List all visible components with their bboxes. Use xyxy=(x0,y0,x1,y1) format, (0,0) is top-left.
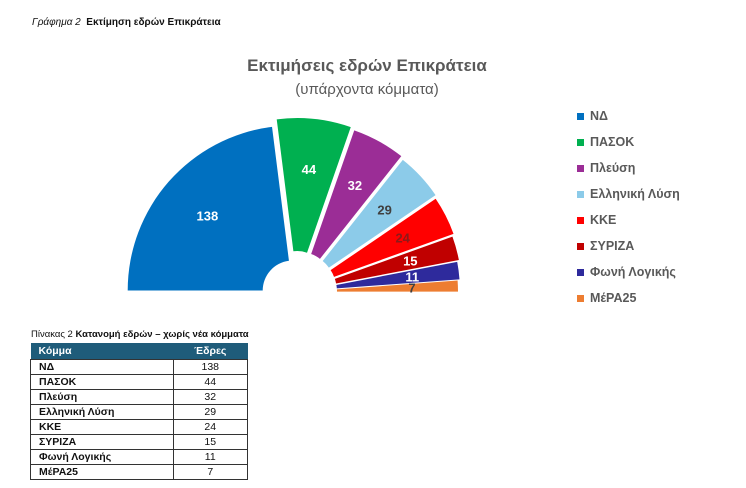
slice-4 xyxy=(330,198,454,277)
table-row: Πλεύση 32 xyxy=(30,389,249,405)
slice-2 xyxy=(311,130,402,259)
seats-cell: 24 xyxy=(172,419,249,435)
legend-label: ΚΚΕ xyxy=(590,213,617,227)
table-row: ΠΑΣΟΚ 44 xyxy=(30,374,249,390)
legend-item: ΠΑΣΟΚ xyxy=(577,129,680,155)
table-row: ΜέΡΑ25 7 xyxy=(30,464,249,480)
table-row: Φωνή Λογικής 11 xyxy=(30,449,249,465)
legend-item: ΚΚΕ xyxy=(577,207,680,233)
seats-table: Κόμμα Έδρες ΝΔ 138 ΠΑΣΟΚ 44 Πλεύση 32 Ελληνική… xyxy=(30,343,249,480)
legend-item: ΜέΡΑ25 xyxy=(577,285,680,311)
seats-cell: 15 xyxy=(172,434,249,450)
slice-label: 29 xyxy=(377,203,391,218)
chart-legend: ΝΔ ΠΑΣΟΚ Πλεύση Ελληνική Λύση ΚΚΕ ΣΥΡΙΖΑ Φωνή … xyxy=(577,103,680,311)
legend-swatch xyxy=(577,112,584,120)
party-cell: ΚΚΕ xyxy=(30,419,174,435)
slice-0 xyxy=(127,126,289,291)
chart-title: Εκτιμήσεις εδρών Επικράτεια xyxy=(247,56,487,75)
legend-swatch xyxy=(577,242,584,250)
slice-label: 24 xyxy=(395,231,410,246)
legend-label: ΣΥΡΙΖΑ xyxy=(590,239,635,253)
slice-label: 44 xyxy=(302,162,317,177)
legend-label: Πλεύση xyxy=(590,161,636,175)
legend-swatch xyxy=(577,294,584,302)
table-row: ΚΚΕ 24 xyxy=(30,419,249,435)
slice-6 xyxy=(336,261,460,289)
seats-cell: 138 xyxy=(172,359,249,375)
header-party: Κόμμα xyxy=(30,343,174,360)
seat-chart: Εκτιμήσεις εδρών Επικράτεια (υπάρχοντα κ… xyxy=(127,56,487,296)
party-cell: ΠΑΣΟΚ xyxy=(30,374,174,390)
table-caption: Πίνακας 2 Κατανομή εδρών – χωρίς νέα κόμ… xyxy=(31,329,249,340)
slice-1 xyxy=(276,118,351,253)
legend-item: Πλεύση xyxy=(577,155,680,181)
party-cell: Ελληνική Λύση xyxy=(30,404,174,420)
party-cell: Φωνή Λογικής xyxy=(30,449,174,465)
seats-cell: 7 xyxy=(172,464,249,480)
legend-swatch xyxy=(577,138,584,146)
slice-label: 32 xyxy=(348,178,362,193)
slice-label: 7 xyxy=(408,281,415,296)
slice-label: 15 xyxy=(403,254,417,269)
legend-item: ΣΥΡΙΖΑ xyxy=(577,233,680,259)
seats-cell: 44 xyxy=(172,374,249,390)
party-cell: Πλεύση xyxy=(30,389,174,405)
slice-label: 11 xyxy=(405,270,419,285)
seats-cell: 11 xyxy=(172,449,249,465)
legend-item: Φωνή Λογικής xyxy=(577,259,680,285)
seats-cell: 29 xyxy=(172,404,249,420)
legend-swatch xyxy=(577,268,584,276)
legend-swatch xyxy=(577,216,584,224)
figure-caption: Γράφημα 2 Εκτίμηση εδρών Επικράτεια xyxy=(32,17,221,28)
legend-label: Φωνή Λογικής xyxy=(590,265,676,279)
legend-label: Ελληνική Λύση xyxy=(590,187,680,201)
table-row: Ελληνική Λύση 29 xyxy=(30,404,249,420)
party-cell: ΝΔ xyxy=(30,359,174,375)
legend-label: ΜέΡΑ25 xyxy=(590,291,637,305)
legend-item: ΝΔ xyxy=(577,103,680,129)
legend-swatch xyxy=(577,190,584,198)
chart-subtitle: (υπάρχοντα κόμματα) xyxy=(295,81,438,98)
table-row: ΣΥΡΙΖΑ 15 xyxy=(30,434,249,450)
legend-swatch xyxy=(577,164,584,172)
slice-label: 138 xyxy=(197,208,219,223)
slice-7 xyxy=(336,280,458,292)
party-cell: ΣΥΡΙΖΑ xyxy=(30,434,174,450)
header-seats: Έδρες xyxy=(173,343,248,360)
table-row: ΝΔ 138 xyxy=(30,359,249,375)
seats-cell: 32 xyxy=(172,389,249,405)
legend-label: ΝΔ xyxy=(590,109,609,123)
party-cell: ΜέΡΑ25 xyxy=(30,464,174,480)
legend-label: ΠΑΣΟΚ xyxy=(590,135,635,149)
legend-item: Ελληνική Λύση xyxy=(577,181,680,207)
slice-5 xyxy=(334,236,459,284)
slice-3 xyxy=(322,159,436,268)
